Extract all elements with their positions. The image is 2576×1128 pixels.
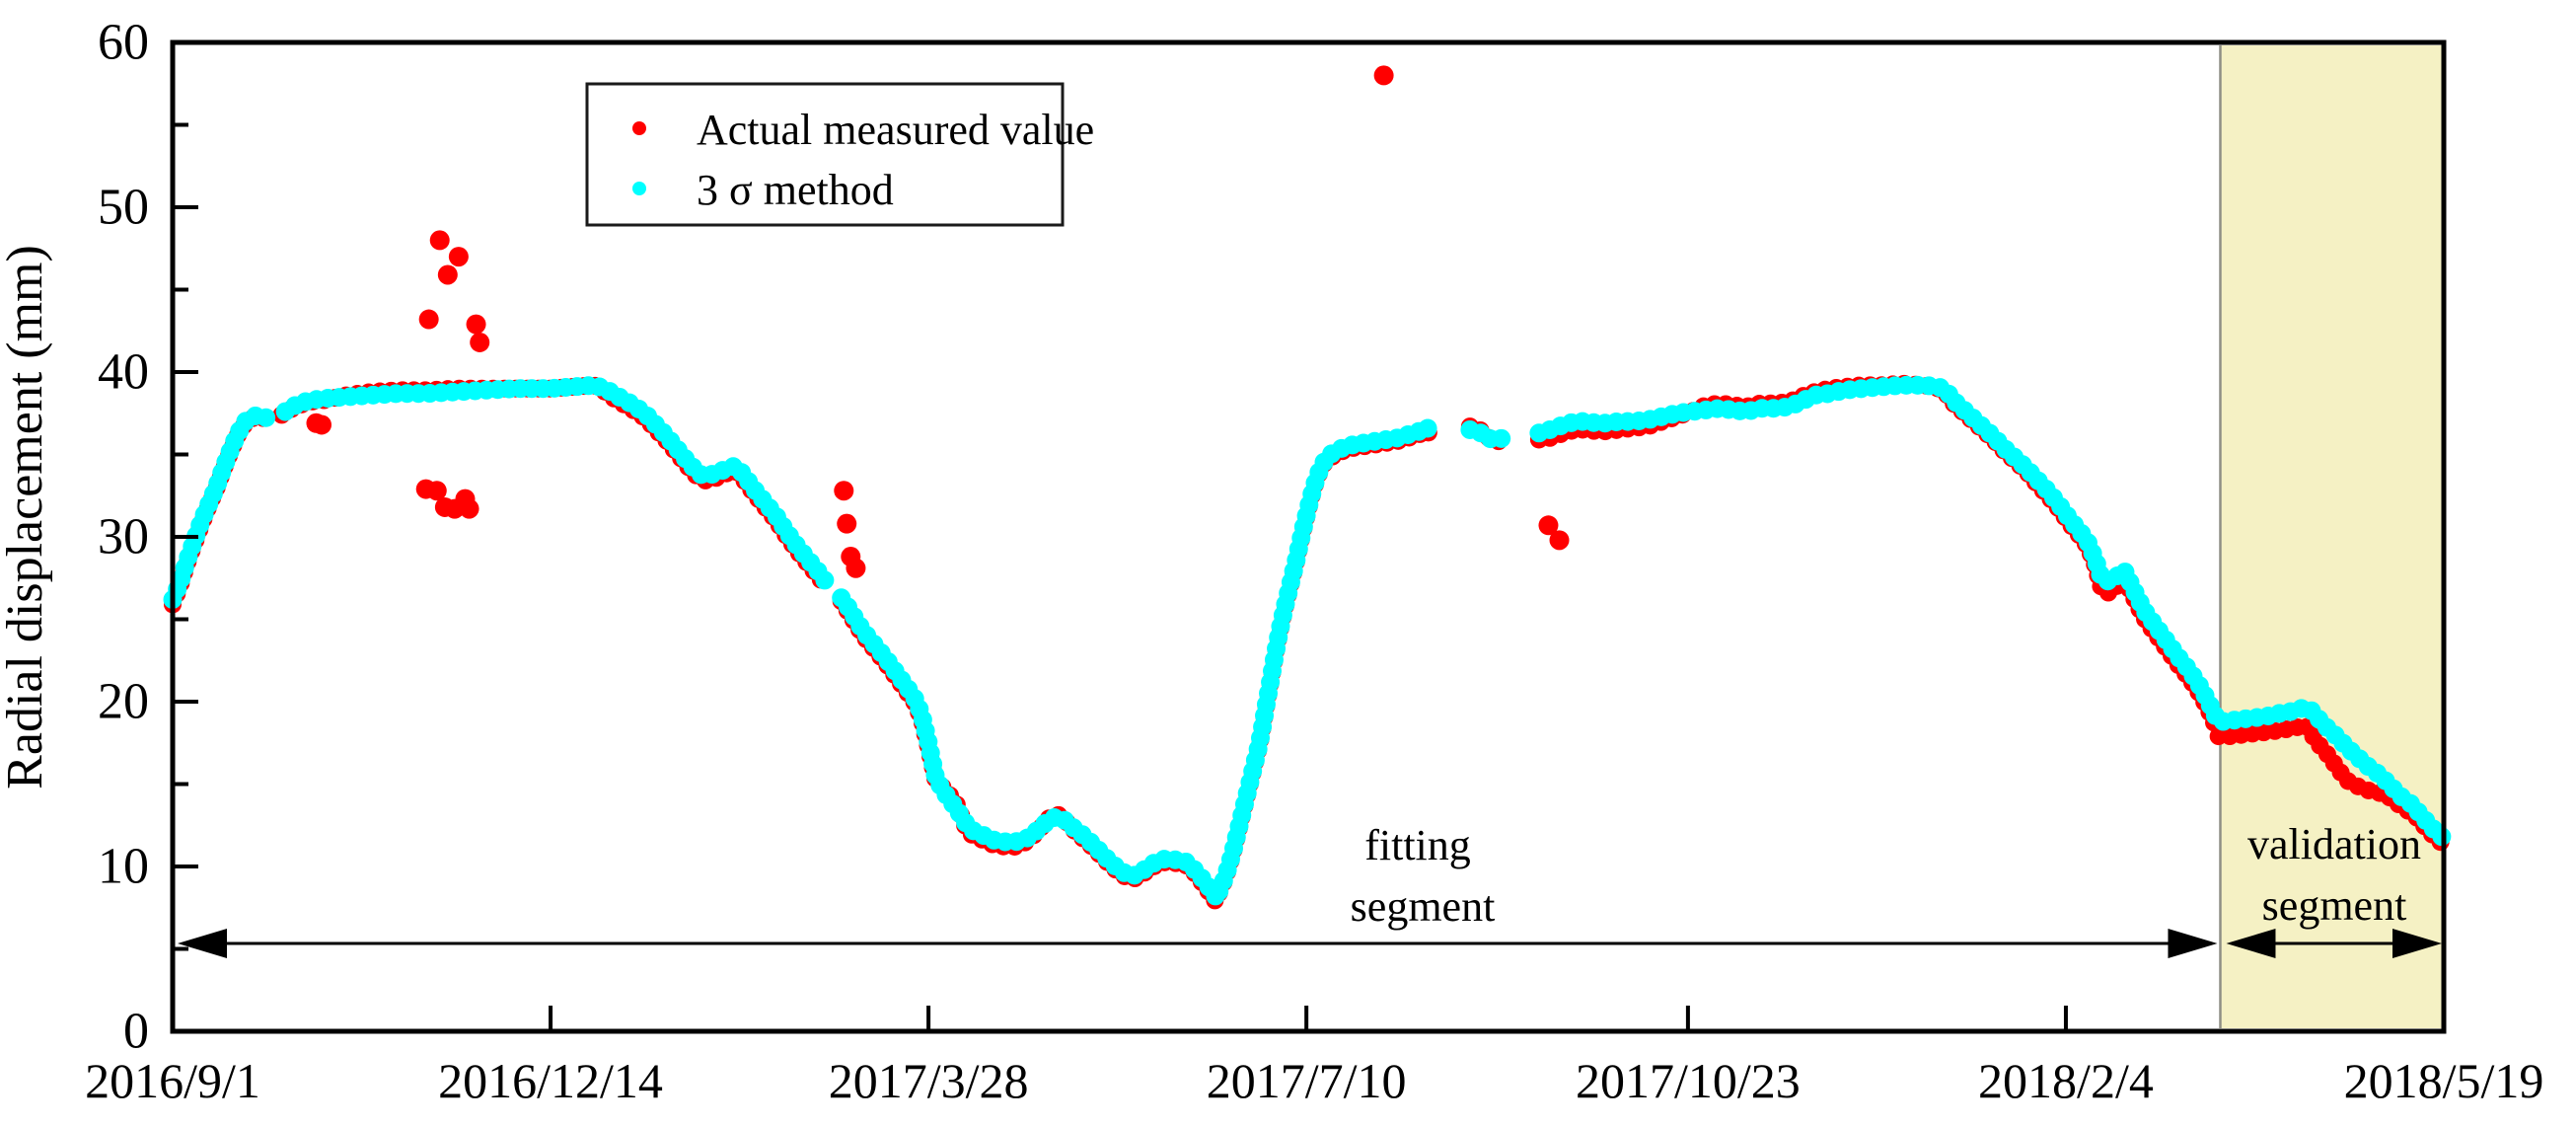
validation-segment-label-line2: segment: [2262, 881, 2407, 930]
data-points-layer: [163, 65, 2452, 910]
legend-label-sigma: 3 σ method: [697, 166, 894, 214]
legend-box: [585, 82, 1065, 227]
validation-band-layer: [2219, 45, 2444, 1028]
x-tick-label: 2017/7/10: [1207, 1053, 1407, 1108]
plot-frame: [170, 39, 2447, 1034]
series-3-sigma: [163, 375, 2452, 906]
fitting-segment-label-line2: segment: [1351, 882, 1496, 931]
y-tick-label: 60: [98, 15, 149, 71]
legend: Actual measured value 3 σ method: [585, 82, 1094, 227]
legend-marker-sigma: [632, 182, 646, 195]
outlier-point: [837, 513, 857, 534]
fitting-segment-arrow: [178, 928, 2218, 958]
outlier-point: [429, 230, 450, 251]
x-tick-label: 2018/2/4: [1978, 1053, 2154, 1108]
y-tick-label: 0: [123, 1004, 149, 1060]
x-tick-label: 2017/3/28: [829, 1053, 1029, 1108]
outlier-point: [426, 481, 447, 501]
outlier-point: [448, 247, 469, 267]
y-tick-label: 10: [98, 839, 149, 895]
outlier-point: [437, 264, 458, 285]
x-tick-label: 2016/12/14: [438, 1053, 663, 1108]
validation-segment-arrow: [2226, 928, 2442, 958]
outlier-point: [466, 314, 486, 335]
y-tick-label: 30: [98, 509, 149, 565]
segment-arrows-layer: [178, 928, 2442, 958]
x-tick-label: 2018/5/19: [2344, 1053, 2544, 1108]
validation-segment-annotation: validation segment: [2247, 820, 2421, 930]
y-tick-label: 20: [98, 674, 149, 730]
fitting-segment-annotation: fitting segment: [1351, 821, 1496, 931]
outlier-point: [312, 414, 332, 435]
y-tick-label: 50: [98, 180, 149, 236]
x-tick-label: 2017/10/23: [1576, 1053, 1801, 1108]
outlier-point: [846, 558, 866, 578]
validation-band: [2220, 45, 2444, 1028]
outlier-point: [470, 332, 490, 352]
axes-layer: [170, 39, 2447, 1034]
outlier-point: [834, 481, 854, 501]
y-axis-title: Radial displacement (mm): [0, 245, 53, 790]
validation-segment-label-line1: validation: [2247, 820, 2421, 868]
legend-marker-actual: [632, 121, 646, 135]
tick-labels-layer: 0 10 20 30 40 50 60 2016/9/1 2016/12/14 2017/3/28…: [85, 15, 2543, 1109]
outlier-point: [459, 498, 479, 519]
outlier-point: [1538, 515, 1559, 536]
y-tick-label: 40: [98, 344, 149, 401]
outlier-point: [418, 309, 439, 330]
fitting-segment-label-line1: fitting: [1364, 821, 1471, 869]
x-tick-label: 2016/9/1: [85, 1053, 260, 1108]
legend-label-actual: Actual measured value: [697, 106, 1094, 154]
outlier-point: [1373, 65, 1394, 86]
outlier-point: [1549, 530, 1570, 551]
